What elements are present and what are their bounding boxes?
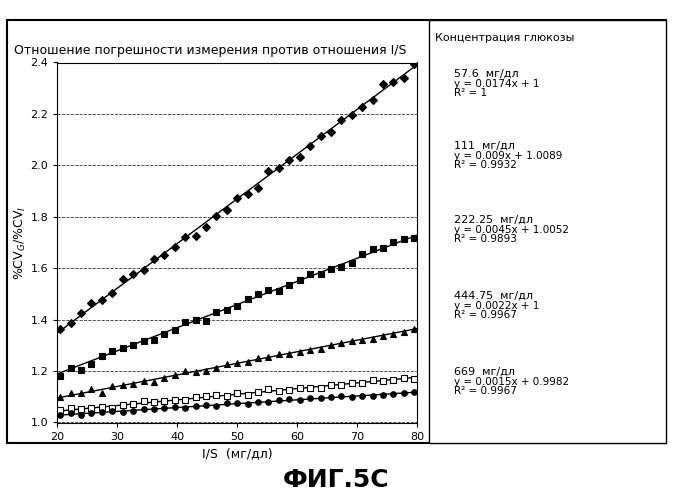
Text: 222.25  мг/дл: 222.25 мг/дл — [454, 214, 533, 224]
Text: 111  мг/дл: 111 мг/дл — [454, 140, 515, 150]
Text: R² = 0.9967: R² = 0.9967 — [454, 386, 517, 396]
Text: y = 0.0015x + 0.9982: y = 0.0015x + 0.9982 — [454, 376, 569, 386]
Y-axis label: %CV$_G$/%CV$_I$: %CV$_G$/%CV$_I$ — [12, 206, 28, 280]
Text: Отношение погрешности измерения против отношения I/S: Отношение погрешности измерения против о… — [14, 44, 406, 57]
Text: R² = 0.9967: R² = 0.9967 — [454, 310, 517, 320]
Text: y = 0.0022x + 1: y = 0.0022x + 1 — [454, 300, 540, 310]
Text: 669  мг/дл: 669 мг/дл — [454, 366, 516, 376]
Text: R² = 0.9893: R² = 0.9893 — [454, 234, 517, 243]
Text: 444.75  мг/дл: 444.75 мг/дл — [454, 290, 533, 300]
Text: Концентрация глюкозы: Концентрация глюкозы — [435, 32, 575, 42]
Text: R² = 0.9932: R² = 0.9932 — [454, 160, 517, 170]
Text: y = 0.009x + 1.0089: y = 0.009x + 1.0089 — [454, 150, 563, 160]
Text: 57.6  мг/дл: 57.6 мг/дл — [454, 69, 519, 79]
X-axis label: I/S  (мг/дл): I/S (мг/дл) — [202, 447, 273, 460]
Text: y = 0.0045x + 1.0052: y = 0.0045x + 1.0052 — [454, 224, 569, 234]
Text: R² = 1: R² = 1 — [454, 88, 487, 98]
Text: ФИГ.5C: ФИГ.5C — [283, 468, 390, 492]
Text: y = 0.0174x + 1: y = 0.0174x + 1 — [454, 79, 540, 89]
